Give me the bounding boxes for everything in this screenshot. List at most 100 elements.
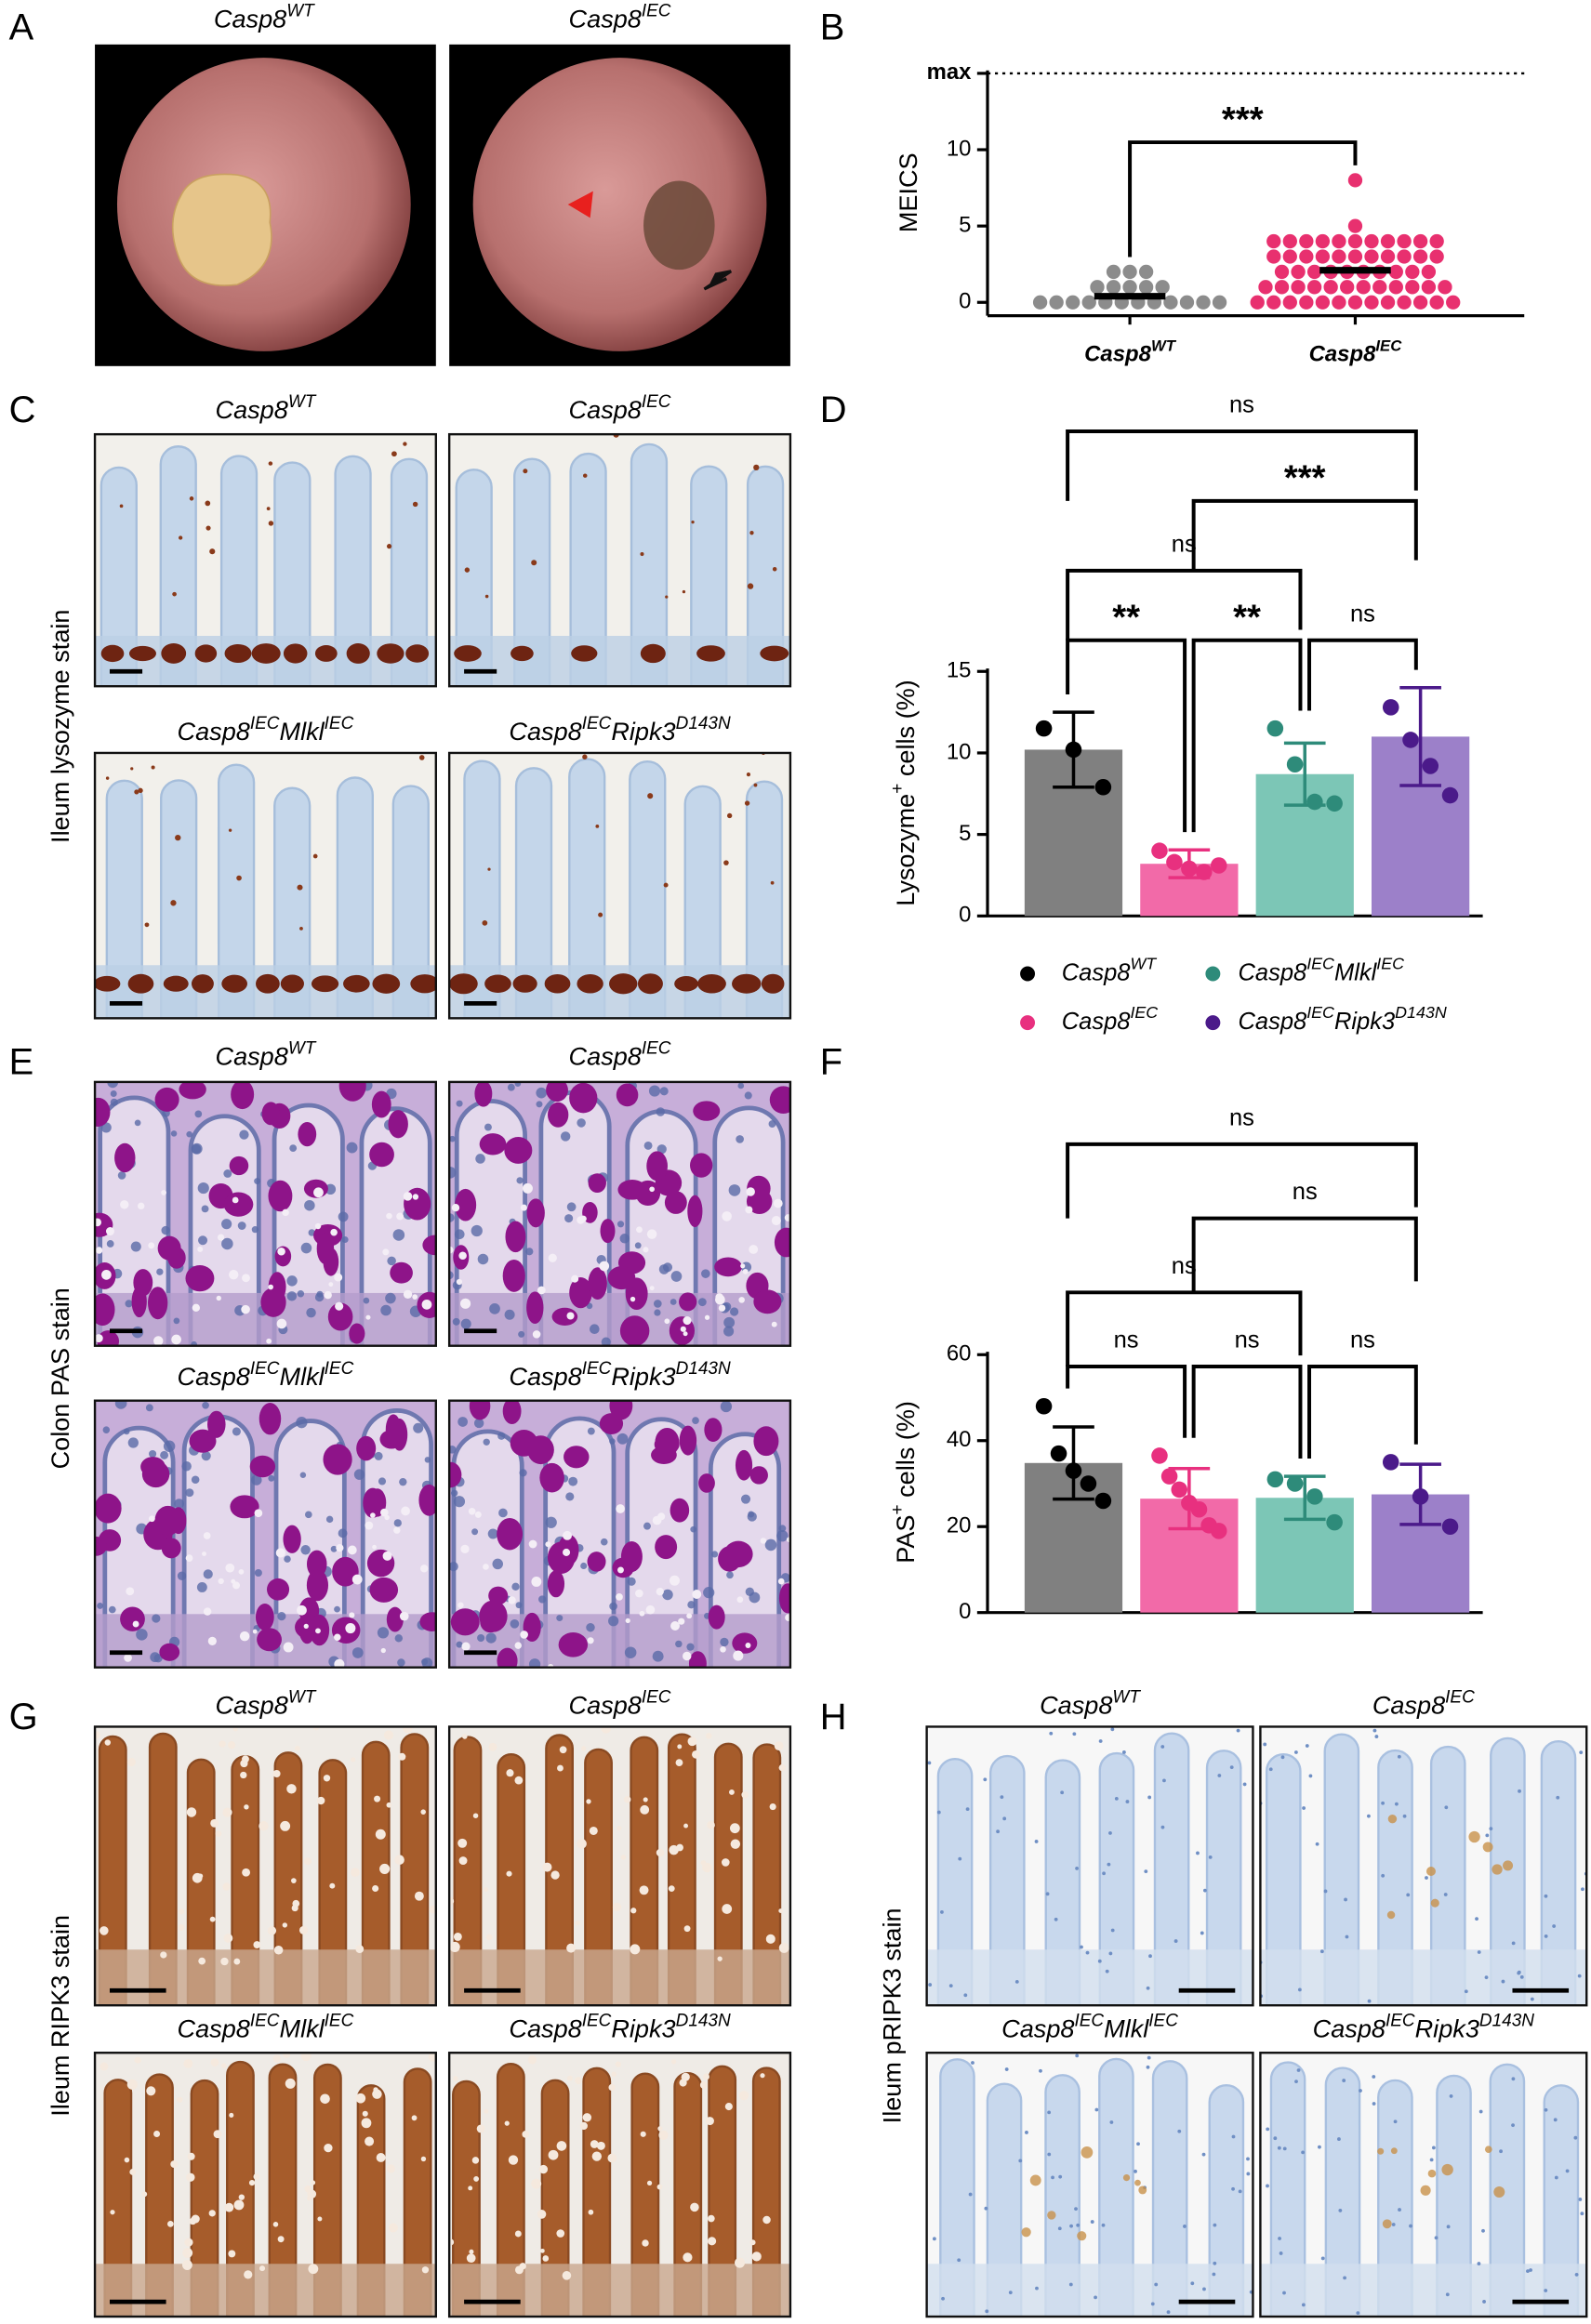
vacuole (379, 1863, 391, 1874)
nucleus (1367, 1814, 1371, 1818)
nucleus (492, 1558, 503, 1570)
vacuole (398, 1752, 406, 1761)
panel-title-part: IEC (1385, 2011, 1415, 2030)
vacuole (472, 1813, 479, 1818)
nucleus (971, 2061, 974, 2065)
goblet-cell (283, 1525, 301, 1553)
nucleus (489, 1302, 500, 1314)
nucleus (1202, 2287, 1206, 2291)
speck (134, 789, 139, 795)
data-point (1266, 720, 1284, 737)
villus (160, 779, 198, 1019)
villus (496, 2062, 525, 2317)
nucleus (1025, 2131, 1028, 2134)
y-tick-label: max (927, 59, 973, 85)
vacuole (484, 2108, 489, 2114)
stain-speck (1134, 2179, 1141, 2186)
nucleus (161, 1225, 170, 1235)
micrograph (449, 2053, 790, 2317)
vacuole (328, 1282, 334, 1287)
data-point (1382, 1454, 1399, 1471)
goblet-cell (189, 1429, 217, 1453)
goblet-cell (609, 1400, 633, 1420)
vacuole (372, 1544, 377, 1550)
vacuole (184, 2238, 193, 2247)
goblet-cell (266, 1578, 290, 1601)
paneth-granules (224, 643, 252, 663)
data-point (1306, 264, 1322, 280)
panel-title-part: WT (288, 1687, 317, 1707)
data-point (1402, 732, 1419, 748)
nucleus (457, 1417, 468, 1427)
nucleus (627, 1577, 636, 1586)
nucleus (507, 1083, 515, 1091)
nucleus (711, 1551, 719, 1558)
goblet-cell (316, 1233, 335, 1265)
nucleus (556, 1615, 563, 1622)
vacuole (702, 2073, 709, 2080)
nucleus (1301, 2303, 1306, 2307)
nucleus (1068, 2282, 1073, 2287)
data-point (1380, 249, 1396, 264)
vacuole (238, 2194, 245, 2200)
stain-speck (1377, 2147, 1385, 2155)
nucleus (1406, 1893, 1411, 1897)
data-point (1212, 295, 1227, 310)
data-point (1155, 280, 1170, 295)
nucleus (1150, 2302, 1155, 2306)
legend-label-part: Casp8 (1062, 1009, 1132, 1035)
paneth-granules (346, 643, 370, 664)
panel-title-part: D143N (676, 2011, 731, 2030)
nucleus (1190, 2281, 1195, 2286)
panel-title-part: IEC (642, 1038, 671, 1058)
goblet-cell (450, 1608, 480, 1636)
vacuole (773, 1198, 783, 1208)
y-tick-label: 0 (959, 1599, 971, 1624)
goblet-cell (670, 1498, 690, 1523)
nucleus (1162, 1778, 1166, 1783)
data-point (1405, 264, 1420, 280)
villus (713, 1742, 743, 2006)
nucleus (560, 1131, 571, 1142)
goblet-cell (502, 1259, 525, 1292)
legend-label-part: IEC (1306, 954, 1334, 972)
nucleus (577, 1118, 586, 1128)
crypt-band (449, 2264, 790, 2317)
data-point (1274, 280, 1290, 295)
nucleus (1196, 1851, 1200, 1855)
nucleus (985, 2309, 989, 2314)
nucleus (1094, 2295, 1097, 2300)
nucleus (1409, 2224, 1412, 2228)
panel-title: Casp8WT (216, 392, 317, 425)
nucleus (456, 1641, 463, 1648)
nucleus (609, 1602, 617, 1611)
vacuole (563, 1548, 571, 1556)
vacuole (675, 1759, 683, 1767)
nucleus (1125, 1800, 1130, 1803)
vacuole (777, 1578, 785, 1585)
vacuole (254, 1509, 263, 1518)
nucleus (1060, 1790, 1065, 1795)
goblet-cell (616, 1083, 639, 1107)
data-point (1210, 1523, 1227, 1539)
vacuole (649, 1286, 655, 1291)
vacuole (203, 1607, 212, 1616)
vacuole (733, 1650, 744, 1661)
vacuole (461, 1642, 471, 1651)
villus (103, 2079, 133, 2317)
nucleus (737, 1082, 745, 1089)
nucleus (1147, 2055, 1151, 2060)
vacuole (589, 1826, 598, 1835)
speck (312, 853, 318, 859)
legend-label-part: Casp8 (1238, 1009, 1307, 1035)
micrograph (449, 434, 790, 687)
vacuole (740, 1263, 746, 1269)
data-point (1299, 233, 1314, 249)
goblet-cell (526, 1198, 545, 1228)
vacuole (428, 2053, 436, 2062)
nucleus (736, 1135, 744, 1143)
speck (119, 504, 124, 508)
villus (545, 1734, 574, 2006)
goblet-cell (230, 1495, 259, 1519)
